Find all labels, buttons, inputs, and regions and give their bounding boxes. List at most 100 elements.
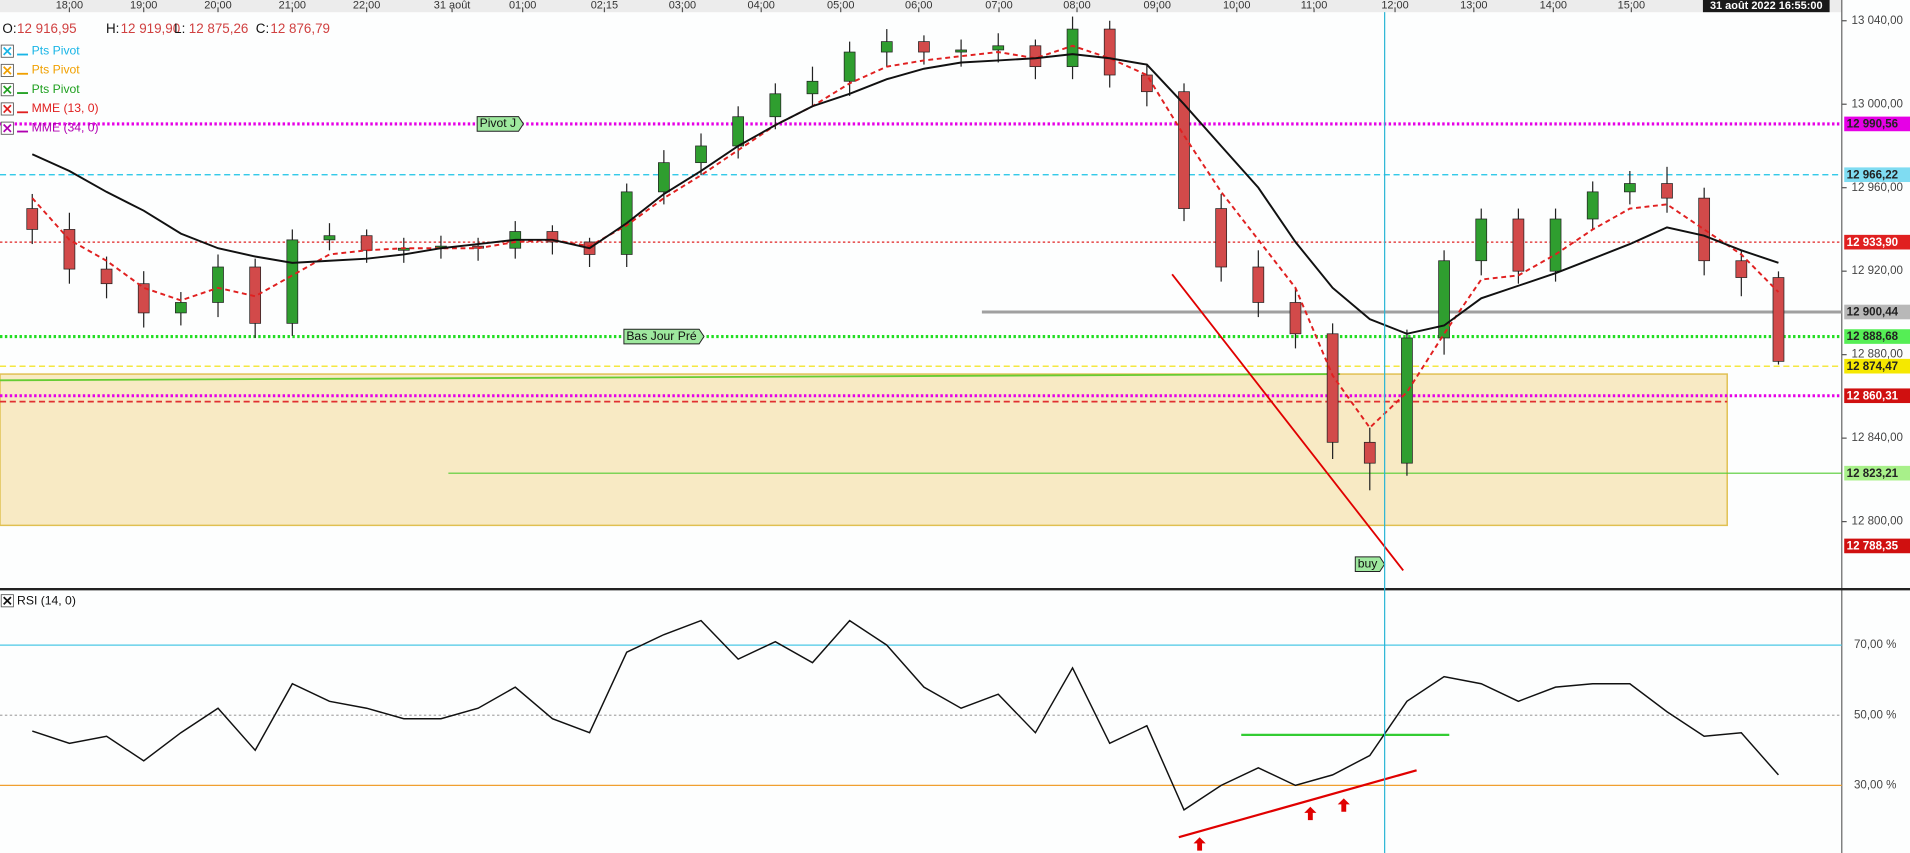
legend-swatch [17,130,29,133]
legend-entry: Pts Pivot [32,82,81,96]
x-tick-label: 12:00 [1381,0,1408,11]
candle-body [1586,191,1599,220]
annotation-label: Bas Jour Pré [626,329,697,343]
candle-body [1289,302,1302,335]
candle-body [1438,260,1450,339]
x-tick-label: 02:15 [591,0,618,11]
candle-body [1698,197,1711,262]
y-tick-label: 12 840,00 [1852,432,1903,444]
annotation: Bas Jour Pré [623,328,705,345]
background-layer [0,122,1842,786]
candle-body [1141,74,1153,93]
candle-body [1401,337,1413,464]
support-zone [0,373,1728,527]
level-label: 12 788,35 [1847,541,1899,553]
candle-body [1772,277,1785,362]
signal-arrow [1304,806,1317,821]
ohlc-value: 12 916,95 [17,21,77,36]
annotation-label: buy [1358,556,1379,570]
annotation-label: Pivot J [480,116,517,130]
x-tick-label: 20:00 [204,0,231,11]
x-tick-label: 14:00 [1540,0,1567,11]
candle-body [1215,208,1228,268]
candle-body [769,93,782,118]
candle-body [918,41,930,53]
annotation-box [476,116,525,132]
candle-body [323,235,336,241]
level-label-box [1844,388,1910,404]
ohlc-label: C: [256,21,269,36]
plot-layer [0,16,1785,839]
signal-arrow [1337,798,1350,812]
ohlc-label: H: [106,21,119,36]
date-label: 31 août 2022 16:55:00 [1710,0,1823,12]
ohlc-value: 12 875,26 [189,21,249,36]
x-tick-label: 08:00 [1063,0,1090,11]
candle-body [806,80,819,95]
candle-body [955,49,967,53]
rsi-tick-label: 30,00 % [1854,779,1896,791]
level-label-box [1844,116,1910,132]
candle-body [1549,218,1562,272]
candle-body [843,51,856,82]
candle-body [212,266,224,303]
legend-check [3,104,12,114]
y-tick-label: 12 960,00 [1852,182,1903,194]
legend-entry: Pts Pivot [32,63,81,77]
candle-body [1661,183,1673,199]
ohlc-label: L: [174,21,185,36]
legend-swatch [17,53,29,56]
time-axis-band [0,0,1842,13]
candle-body [26,208,39,230]
x-tick-label: 05:00 [827,0,854,11]
x-tick-label: 01:00 [509,0,536,11]
level-label: 12 874,47 [1847,361,1898,373]
candle-body [992,45,1005,51]
legend-check [3,85,12,94]
candle-body [880,41,893,53]
x-tick-label: 19:00 [130,0,157,11]
legend-check [3,123,12,133]
x-tick-label: 04:00 [747,0,774,11]
x-tick-label: 21:00 [279,0,306,11]
legend-entry: Pts Pivot [32,43,81,57]
candle-body [1735,260,1748,278]
ohlc-value: 12 876,79 [270,21,330,36]
y-tick-label: 12 920,00 [1852,265,1903,277]
level-label-box [1844,538,1910,554]
candle-body [175,302,187,314]
candle-body [658,162,670,193]
level-label: 12 966,22 [1847,169,1898,181]
y-tick-label: 12 880,00 [1852,349,1903,361]
candle-body [100,268,113,285]
rsi-tick-label: 50,00 % [1854,709,1896,721]
rsi-line [32,619,1779,811]
candle-body [546,231,559,243]
x-tick-label: 22:00 [353,0,380,11]
level-label: 12 933,90 [1847,237,1898,249]
candle-body [286,239,299,324]
annotation: buy [1354,556,1386,572]
x-tick-label: 15:00 [1618,0,1645,11]
candle-body [1326,333,1339,443]
level-label: 12 888,68 [1847,331,1899,343]
annotation: Pivot J [476,116,525,132]
y-tick-label: 12 800,00 [1852,516,1903,528]
moving-average [31,53,1779,335]
date-box [1702,0,1830,13]
moving-average [31,44,1780,430]
x-tick-label: 09:00 [1144,0,1171,11]
candle-body [1252,266,1265,303]
x-tick-label: 06:00 [905,0,932,11]
legend-check [3,66,12,75]
x-tick-label: 13:00 [1460,0,1487,11]
rsi-tick-label: 70,00 % [1854,639,1896,651]
x-tick-label: 18:00 [56,0,83,11]
candle-body [137,283,150,314]
level-label: 12 900,44 [1847,307,1899,319]
candle-body [63,229,76,270]
legend-check [3,46,12,56]
legend-swatch [17,111,29,114]
